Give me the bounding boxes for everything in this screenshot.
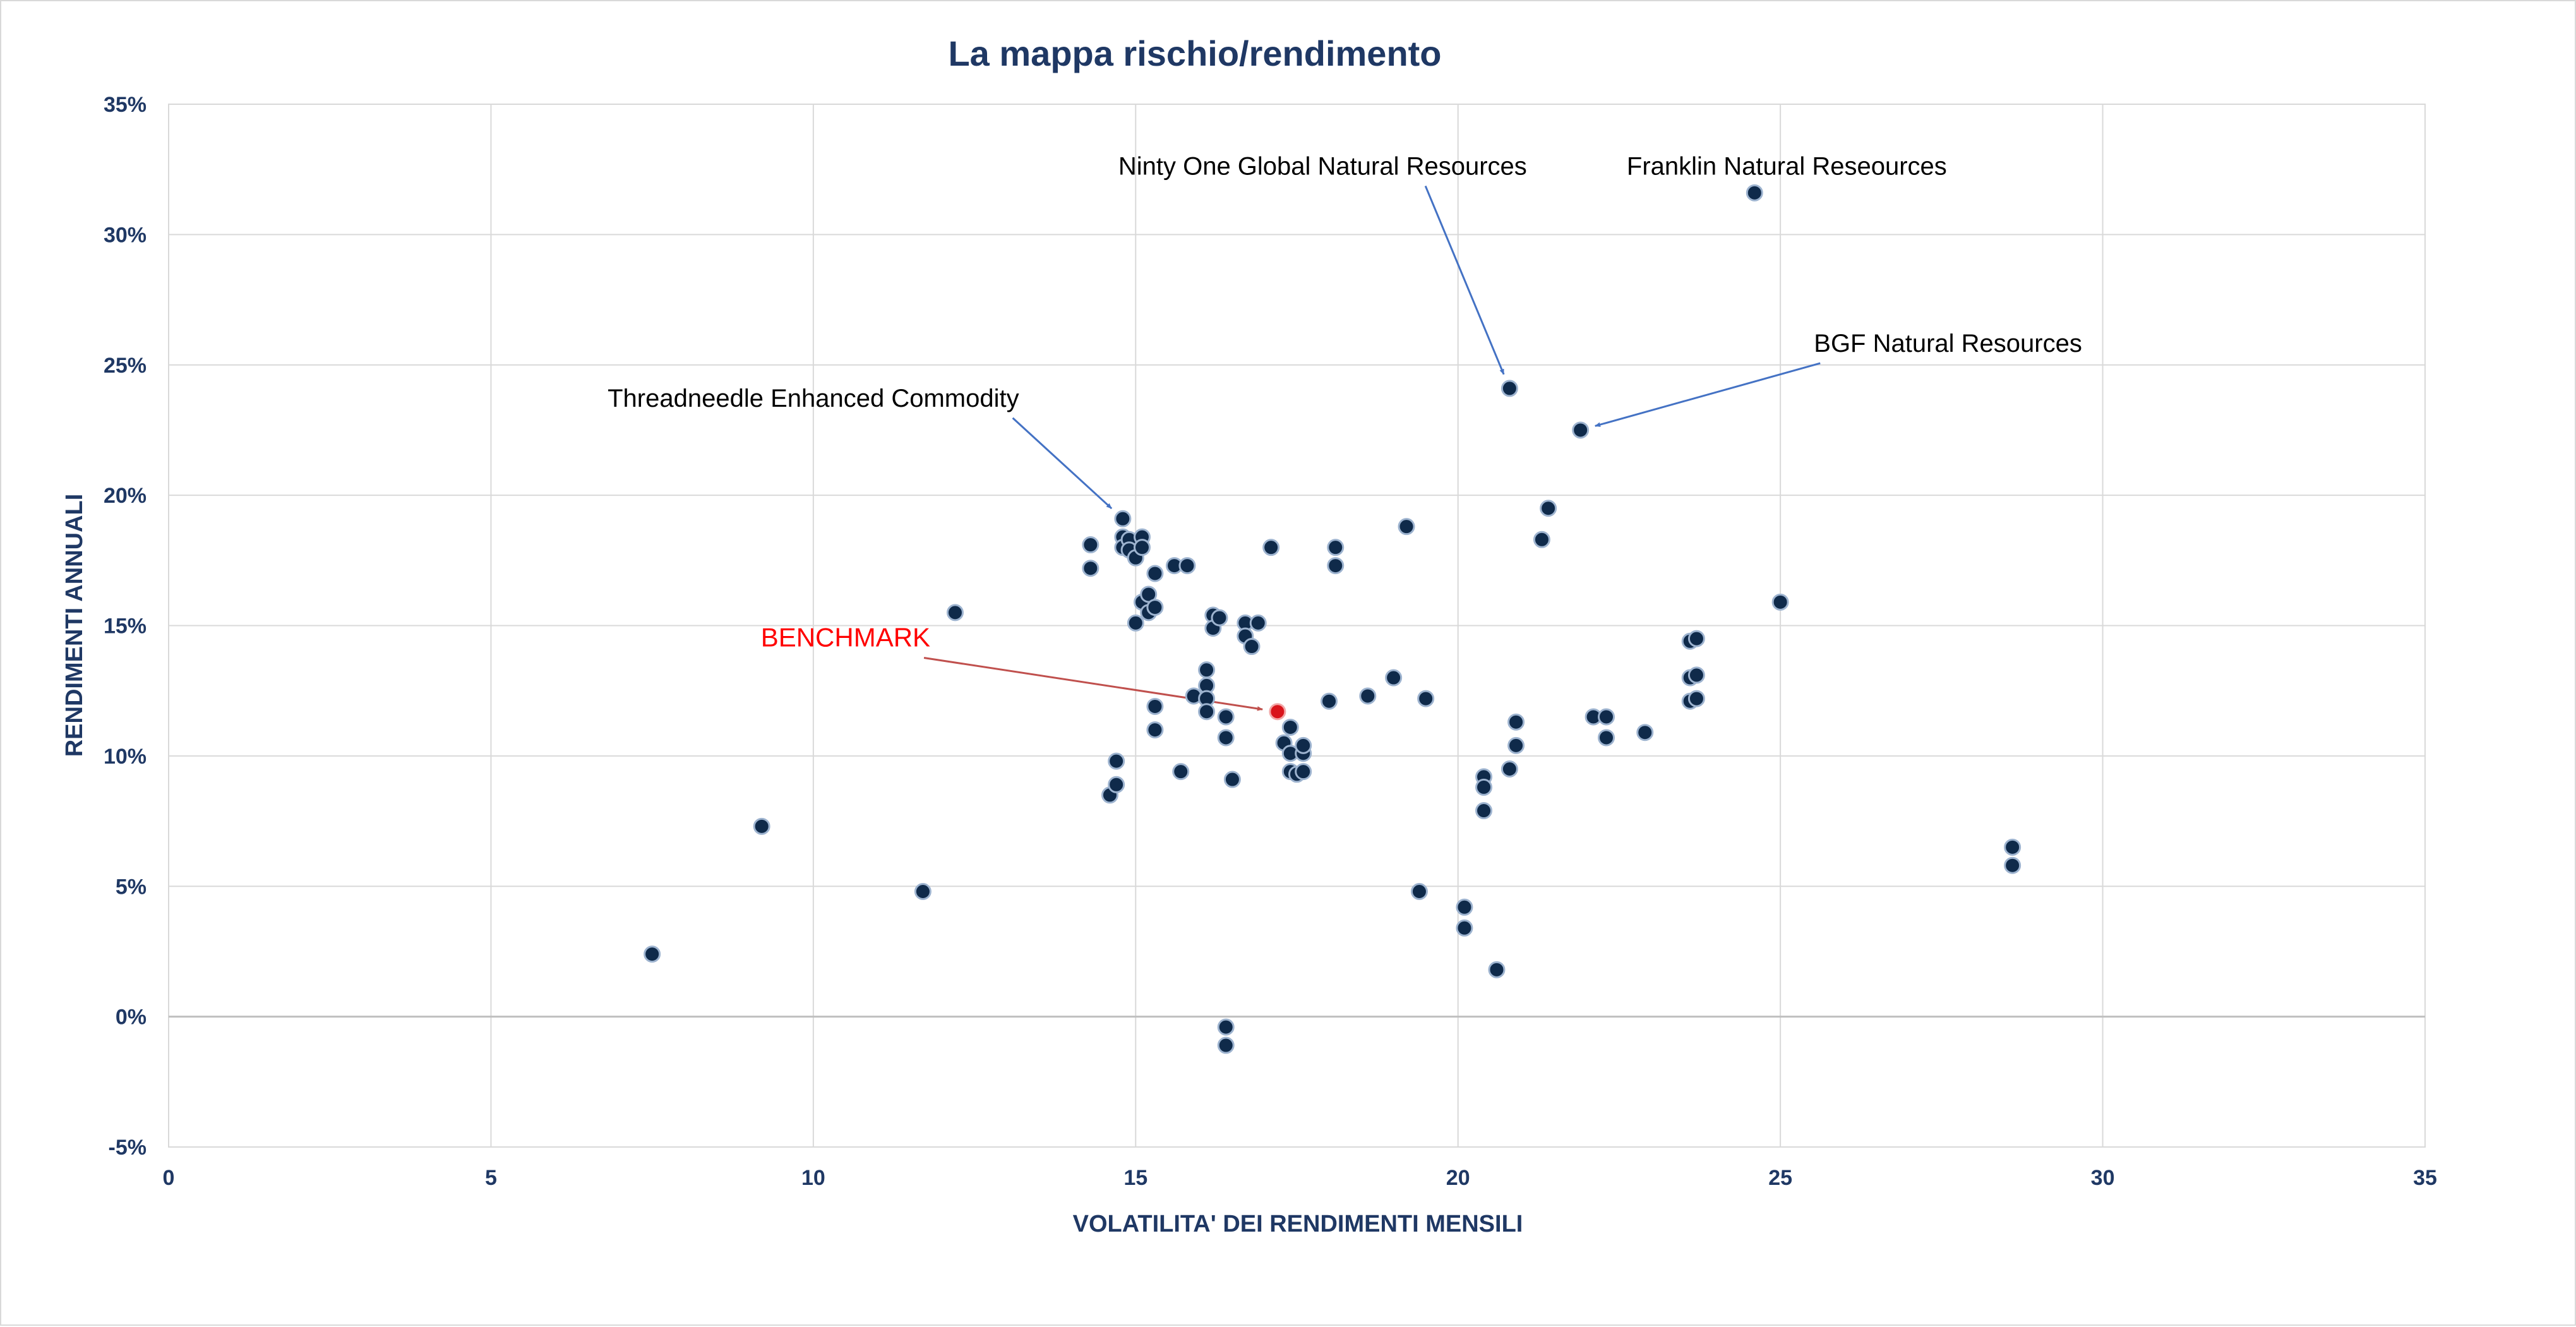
data-point bbox=[1198, 661, 1216, 679]
x-tick-label: 20 bbox=[1446, 1166, 1470, 1190]
data-point bbox=[1108, 752, 1125, 770]
data-point bbox=[1146, 721, 1164, 739]
data-point bbox=[1146, 599, 1164, 616]
data-point bbox=[1146, 565, 1164, 582]
data-point bbox=[2004, 856, 2022, 874]
data-point bbox=[1359, 687, 1377, 705]
data-point bbox=[1146, 697, 1164, 715]
data-point bbox=[1456, 898, 1473, 916]
data-point bbox=[1082, 536, 1099, 554]
data-point bbox=[1417, 690, 1435, 707]
data-point bbox=[1598, 729, 1615, 747]
data-point bbox=[1172, 763, 1190, 781]
data-point bbox=[1114, 510, 1132, 527]
data-point bbox=[1398, 518, 1415, 536]
annotation-label: BGF Natural Resources bbox=[1814, 330, 2082, 357]
data-point bbox=[1687, 666, 1705, 684]
data-point bbox=[1211, 609, 1228, 627]
x-tick-label: 0 bbox=[163, 1166, 175, 1190]
data-point bbox=[1217, 1036, 1235, 1054]
data-point bbox=[1223, 771, 1241, 788]
data-point bbox=[1217, 1018, 1235, 1036]
data-point bbox=[1475, 778, 1493, 796]
annotation-label: BENCHMARK bbox=[761, 623, 930, 652]
data-point bbox=[1507, 736, 1525, 754]
data-point bbox=[1410, 883, 1428, 901]
data-point bbox=[1281, 718, 1299, 736]
y-tick-label: 10% bbox=[104, 745, 147, 769]
data-point bbox=[1108, 776, 1125, 793]
points bbox=[644, 184, 2022, 1054]
y-axis-label: RENDIMENTI ANNUALI bbox=[61, 494, 88, 757]
data-point bbox=[1488, 961, 1506, 978]
y-tick-label: 25% bbox=[104, 354, 147, 378]
y-tick-label: 5% bbox=[116, 875, 147, 899]
data-point bbox=[1133, 539, 1151, 556]
data-point bbox=[1127, 614, 1144, 632]
data-point bbox=[644, 946, 661, 963]
data-point bbox=[1321, 692, 1338, 710]
data-point bbox=[946, 604, 964, 621]
annotation-label: Franklin Natural Reseources bbox=[1627, 152, 1947, 180]
data-point bbox=[1178, 557, 1196, 575]
data-point bbox=[1540, 500, 1557, 517]
data-point bbox=[914, 883, 932, 901]
x-tick-label: 10 bbox=[801, 1166, 825, 1190]
data-point bbox=[1475, 802, 1493, 820]
data-point bbox=[1687, 630, 1705, 647]
data-point bbox=[1501, 760, 1518, 778]
x-tick-label: 30 bbox=[2091, 1166, 2115, 1190]
annotation-label: Threadneedle Enhanced Commodity bbox=[608, 385, 1019, 412]
data-point bbox=[1746, 184, 1763, 201]
data-point bbox=[1198, 703, 1216, 721]
y-tick-label: -5% bbox=[109, 1136, 147, 1160]
data-point bbox=[1082, 560, 1099, 577]
x-tick-label: 5 bbox=[485, 1166, 497, 1190]
y-tick-label: 35% bbox=[104, 93, 147, 117]
data-point bbox=[1456, 919, 1473, 937]
data-point bbox=[1295, 763, 1312, 781]
annotation-arrow bbox=[1012, 417, 1113, 510]
y-tick-label: 20% bbox=[104, 484, 147, 508]
data-point bbox=[753, 817, 770, 835]
y-tick-label: 15% bbox=[104, 615, 147, 639]
data-point bbox=[1771, 593, 1789, 611]
data-point bbox=[1598, 708, 1615, 726]
data-point bbox=[1572, 421, 1590, 439]
data-point bbox=[1217, 729, 1235, 747]
data-point bbox=[1243, 638, 1261, 656]
y-tick-label: 0% bbox=[116, 1006, 147, 1030]
x-tick-label: 35 bbox=[2413, 1166, 2437, 1190]
annotation-arrow bbox=[1424, 185, 1505, 375]
data-point bbox=[1507, 713, 1525, 731]
grid bbox=[168, 104, 2426, 1148]
data-point bbox=[1217, 708, 1235, 726]
data-point bbox=[1327, 539, 1345, 556]
y-tick-label: 30% bbox=[104, 223, 147, 247]
x-tick-label: 15 bbox=[1123, 1166, 1147, 1190]
ticks: 0 5 10 15 20 25 30 35 35% 30% 25% 20% 15% 10% 5% 0% -5% bbox=[104, 93, 2437, 1190]
benchmark-point bbox=[1269, 703, 1286, 721]
annotations: Ninty One Global Natural Resources Frankl… bbox=[608, 152, 2082, 711]
x-axis-label: VOLATILITA' DEI RENDIMENTI MENSILI bbox=[1073, 1211, 1523, 1237]
data-point bbox=[1385, 669, 1403, 687]
data-point bbox=[2004, 838, 2022, 856]
chart-title: La mappa rischio/rendimento bbox=[948, 33, 1441, 73]
data-point bbox=[1636, 724, 1654, 742]
data-point bbox=[1295, 736, 1312, 754]
data-point bbox=[1327, 557, 1345, 575]
x-tick-label: 25 bbox=[1768, 1166, 1792, 1190]
data-point bbox=[1687, 690, 1705, 707]
data-point bbox=[1262, 539, 1280, 556]
data-point bbox=[1533, 531, 1550, 548]
data-point bbox=[1501, 380, 1518, 397]
annotation-arrow bbox=[1595, 362, 1821, 427]
data-point bbox=[1249, 614, 1267, 632]
annotation-label: Ninty One Global Natural Resources bbox=[1118, 152, 1527, 180]
